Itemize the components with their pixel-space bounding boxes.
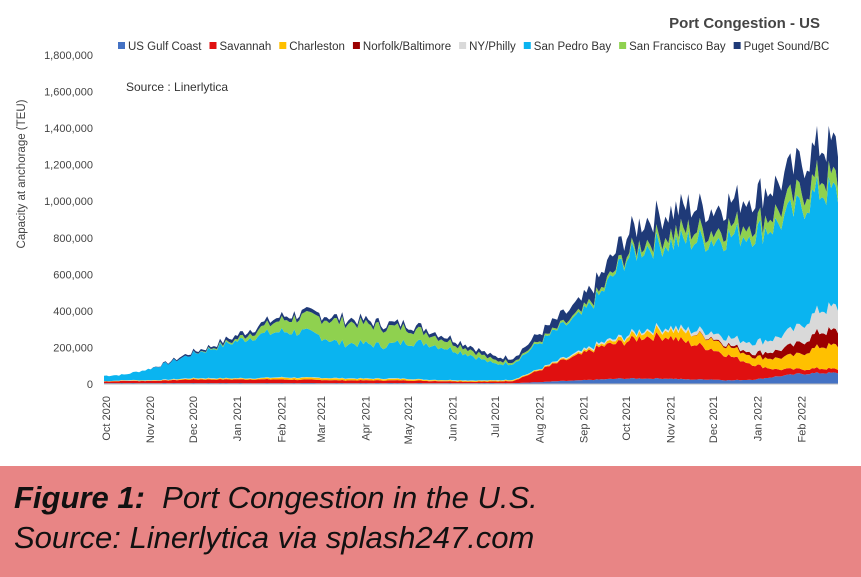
legend-label-puget-sound-bc: Puget Sound/BC [744,41,830,53]
legend-swatch-savannah [209,42,217,49]
caption-title: Port Congestion in the U.S. [162,480,538,515]
series-areas [104,125,838,384]
stacked-area-chart: 0 200,000 400,000 600,000 800,000 1,000,000 1,… [16,15,838,444]
legend-label-ny-philly: NY/Philly [469,41,516,53]
legend-swatch-san-francisco-bay [619,42,627,49]
x-tick-label: May 2021 [403,396,415,444]
x-tick-label: Nov 2021 [665,396,677,443]
legend: US Gulf Coast Savannah Charleston Norfolk/B… [118,41,829,53]
y-tick-label: 400,000 [53,306,93,318]
y-tick-label: 1,800,000 [44,50,93,62]
legend-label-savannah: Savannah [220,41,272,53]
legend-swatch-san-pedro-bay [523,42,531,49]
y-tick-label: 200,000 [53,342,93,354]
y-tick-label: 1,000,000 [44,196,93,208]
x-tick-label: Dec 2021 [708,396,720,443]
x-tick-label: Oct 2021 [621,396,633,441]
y-tick-label: 1,600,000 [44,87,93,99]
x-tick-label: Jan 2022 [752,396,764,441]
x-tick-label: Feb 2021 [276,396,288,442]
x-tick-label: Jan 2021 [232,396,244,441]
legend-swatch-us-gulf-coast [118,42,125,49]
legend-label-san-pedro-bay: San Pedro Bay [534,41,612,53]
x-tick-label: Aug 2021 [534,396,546,443]
chart-area: 0 200,000 400,000 600,000 800,000 1,000,000 1,… [16,15,838,444]
x-tick-label: Mar 2021 [316,396,328,442]
x-tick-label: Oct 2020 [101,396,113,441]
area-san-pedro-bay [104,175,838,382]
y-tick-label: 0 [87,379,93,391]
y-tick-label: 800,000 [53,233,93,245]
area-savannah [104,332,838,384]
x-tick-label: Sep 2021 [578,396,590,443]
x-tick-label: Apr 2021 [360,396,372,441]
legend-swatch-ny-philly [459,42,467,49]
legend-swatch-norfolk-baltimore [352,42,360,49]
area-us-gulf-coast [104,372,838,384]
y-tick-label: 1,200,000 [44,160,93,172]
x-tick-label: Feb 2022 [797,396,809,442]
x-tick-label: Jun 2021 [447,396,459,441]
figure-caption: Figure 1: Port Congestion in the U.S. So… [0,466,861,577]
caption-figure-label: Figure 1: [14,480,145,515]
legend-label-san-francisco-bay: San Francisco Bay [629,41,726,53]
y-tick-label: 1,400,000 [44,123,93,135]
x-tick-label: Nov 2020 [145,396,157,443]
legend-swatch-puget-sound-bc [733,42,741,49]
y-axis-ticks: 0 200,000 400,000 600,000 800,000 1,000,000 1,… [44,50,93,391]
y-tick-label: 600,000 [53,269,93,281]
legend-label-norfolk-baltimore: Norfolk/Baltimore [363,41,451,53]
source-annotation: Source : Linerlytica [126,80,228,94]
legend-label-charleston: Charleston [289,41,345,53]
area-san-francisco-bay [104,159,838,377]
legend-label-us-gulf-coast: US Gulf Coast [128,41,202,53]
y-axis-label: Capacity at anchorage (TEU) [16,99,28,248]
caption-line-2: Source: Linerlytica via splash247.com [14,520,535,555]
x-tick-label: Jul 2021 [490,396,502,438]
x-tick-label: Dec 2020 [188,396,200,443]
x-axis-ticks: Oct 2020 Nov 2020 Dec 2020 Jan 2021 Feb 2021… [101,396,809,444]
legend-swatch-charleston [279,42,287,49]
chart-title: Port Congestion - US [669,15,820,32]
caption-line-1: Figure 1: Port Congestion in the U.S. [14,478,847,518]
